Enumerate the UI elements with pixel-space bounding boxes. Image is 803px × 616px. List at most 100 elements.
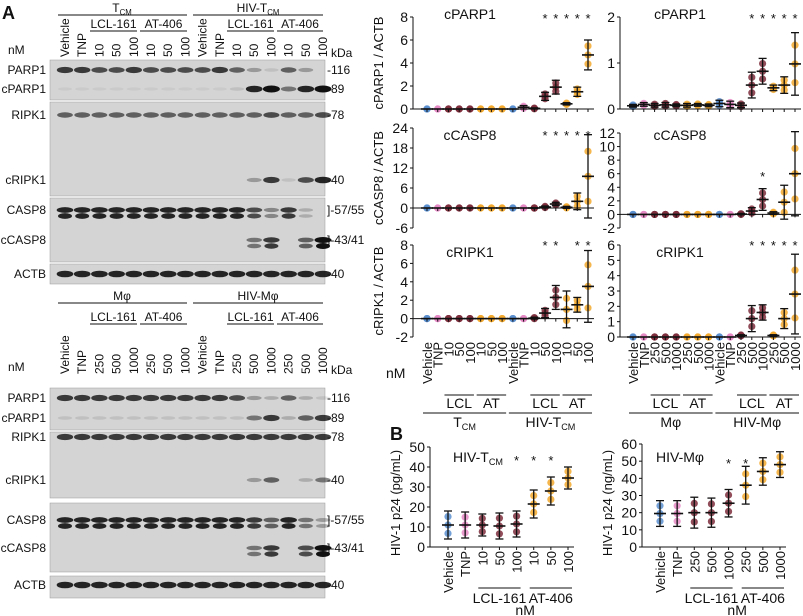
y-tick-label: 3 xyxy=(607,283,615,299)
blot-band xyxy=(246,395,262,401)
blot-band xyxy=(142,433,160,441)
y-tick-label: 30 xyxy=(621,488,637,504)
blot-lane-label: Vehicle xyxy=(196,335,210,374)
blot-band xyxy=(263,517,280,523)
blot-band xyxy=(91,433,108,441)
drug-group-label: LCL xyxy=(739,395,765,411)
blot-band xyxy=(280,112,297,118)
blot-lane-label: 10 xyxy=(230,43,244,57)
blot-drug-label: AT-406 xyxy=(145,310,183,324)
blot-band xyxy=(316,524,330,528)
blot-band xyxy=(195,416,210,420)
blot-band xyxy=(56,517,74,523)
blot-lane-label: 250 xyxy=(144,354,158,374)
x-tick-label: 10 xyxy=(441,342,456,356)
y-axis-label: HIV-1 p24 (ng/mL) xyxy=(600,450,615,556)
blot-band xyxy=(263,237,280,243)
blot-band xyxy=(264,523,279,529)
y-axis-label: cCASP8 / ACTB xyxy=(371,131,386,225)
blot-band xyxy=(73,207,91,213)
blot-group-label: HIV-Mφ xyxy=(237,289,278,303)
blot-band xyxy=(297,112,314,118)
blot-band xyxy=(315,396,331,400)
blot-band xyxy=(142,394,160,402)
y-tick-label: 0 xyxy=(400,101,408,117)
blot-panel-2 xyxy=(49,387,332,599)
kda-marker: -78 xyxy=(327,430,345,444)
x-tick-label: 1000 xyxy=(788,342,803,371)
blot-band xyxy=(211,66,228,74)
x-tick-label: TNP xyxy=(670,551,685,577)
blot-band xyxy=(177,433,194,441)
blot-band xyxy=(212,87,227,91)
y-tick-label: 8 xyxy=(607,152,615,168)
blot-band xyxy=(91,394,108,402)
kda-marker: ]-43/41 xyxy=(327,233,365,247)
y-tick-label: 40 xyxy=(621,470,637,486)
significance-star: * xyxy=(575,11,580,26)
blot-band xyxy=(57,416,73,420)
blot-lane-label: TNP xyxy=(213,350,227,374)
y-tick-label: 60 xyxy=(621,436,637,452)
blot-lane-label: 100 xyxy=(316,37,330,57)
protein-label: cPARP1 xyxy=(2,411,47,425)
chart-2 xyxy=(629,41,799,111)
x-tick-label: TNP xyxy=(637,342,652,368)
blot-lane-label: 1000 xyxy=(264,347,278,374)
blot-band xyxy=(280,433,297,441)
blot-lane-label: 50 xyxy=(247,43,261,57)
blot-band xyxy=(56,433,74,441)
x-unit-label: nM xyxy=(386,365,405,381)
y-tick-label: 0 xyxy=(607,101,615,117)
kda-marker: ]-43/41 xyxy=(327,541,365,555)
significance-star: * xyxy=(543,238,548,253)
blot-lane-label: 10 xyxy=(282,43,296,57)
blot-band xyxy=(108,67,125,73)
blot-band xyxy=(263,112,280,118)
cell-group-label: HIV-Mφ xyxy=(733,414,781,430)
significance-star: * xyxy=(782,11,787,26)
y-tick-label: 50 xyxy=(409,439,425,455)
blot-band xyxy=(126,416,141,420)
blot-band xyxy=(280,67,297,73)
significance-star: * xyxy=(585,238,590,253)
blot-band xyxy=(298,478,314,482)
blot-band xyxy=(75,87,90,91)
blot-band xyxy=(280,207,297,213)
y-axis-label: cRIPK1 / ACTB xyxy=(371,247,386,336)
chart-8 xyxy=(656,453,784,526)
blot-band xyxy=(125,581,143,589)
blot-lane-label: 500 xyxy=(247,354,261,374)
blot-membrane xyxy=(49,431,326,499)
blot-band xyxy=(91,270,108,278)
blot-band xyxy=(314,433,332,441)
significance-star: * xyxy=(771,11,776,26)
blot-band xyxy=(75,416,90,420)
blot-band xyxy=(125,112,142,118)
blot-band xyxy=(316,551,330,557)
blot-band xyxy=(211,433,228,441)
drug-group-label: AT xyxy=(776,395,793,411)
blot-band xyxy=(315,518,331,522)
y-tick-label: 18 xyxy=(392,140,408,156)
blot-band xyxy=(314,270,332,278)
blot-band xyxy=(212,523,227,529)
blot-band xyxy=(228,207,246,213)
x-tick-label: TNP xyxy=(723,342,738,368)
blot-band xyxy=(228,270,246,278)
chart-title: cPARP1 xyxy=(444,6,496,22)
blot-band xyxy=(212,213,227,219)
blot-band xyxy=(92,213,107,219)
x-tick-label: 50 xyxy=(570,342,585,356)
blot-band xyxy=(298,396,314,400)
x-tick-label: 250 xyxy=(680,342,695,364)
blot-band xyxy=(195,523,210,529)
y-tick-label: 40 xyxy=(409,459,425,475)
blot-band xyxy=(264,396,279,400)
blot-band xyxy=(126,523,141,529)
blot-band xyxy=(211,112,228,118)
group-label: AT-406 xyxy=(529,590,573,606)
blot-band xyxy=(262,85,280,93)
significance-star: * xyxy=(792,11,797,26)
blot-band xyxy=(247,551,262,557)
